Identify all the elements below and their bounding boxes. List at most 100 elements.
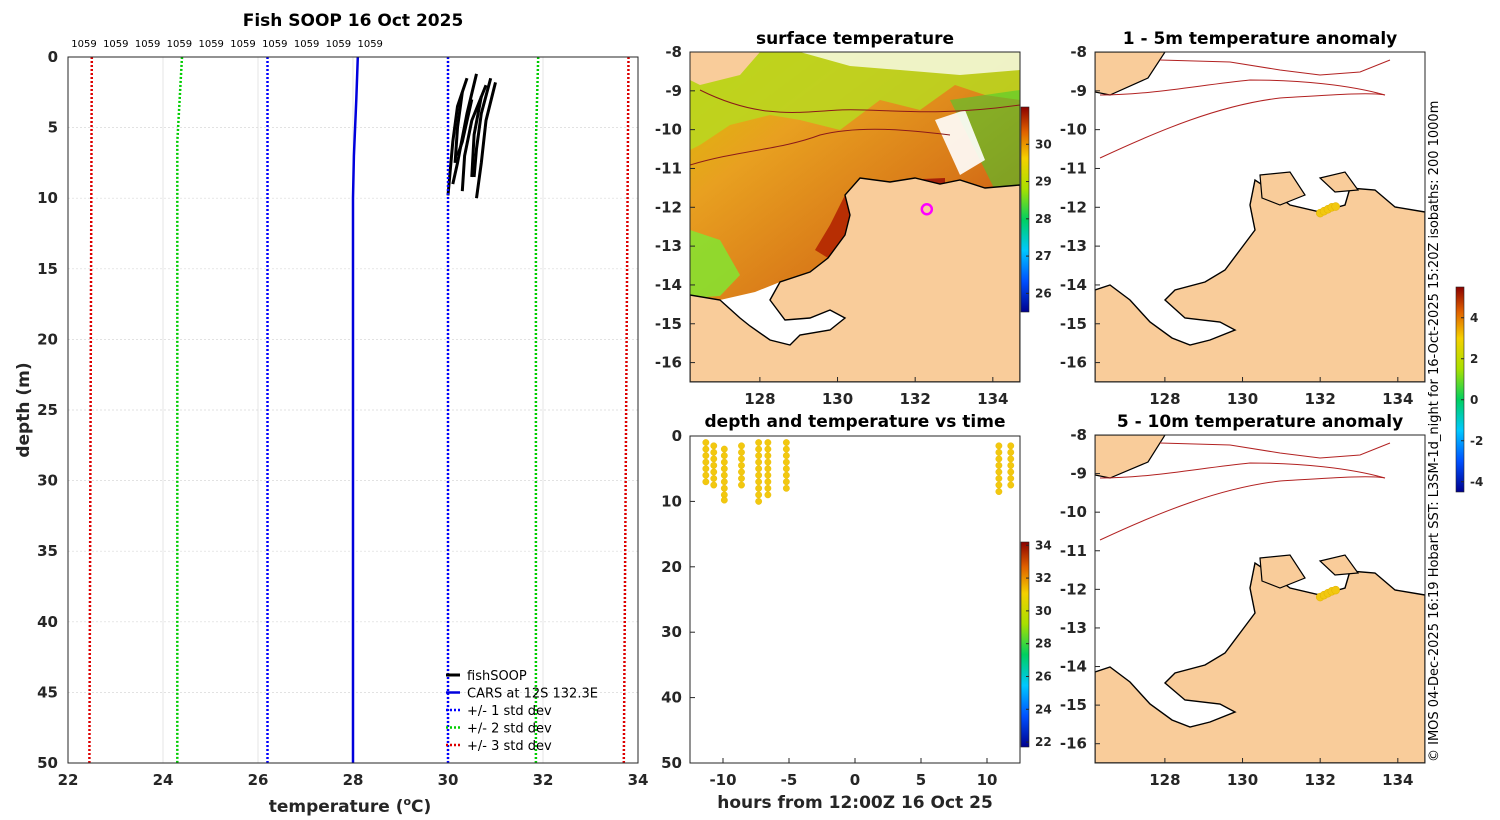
dt-point <box>995 481 1003 489</box>
dt-x-label: hours from 12:00Z 16 Oct 25 <box>717 793 993 813</box>
dt-point <box>720 458 728 466</box>
dt-point <box>738 475 745 482</box>
map-y-tick: -8 <box>665 43 682 61</box>
map-y-tick: -8 <box>1070 426 1087 444</box>
map-x-tick: 128 <box>744 390 775 408</box>
sst-land-australia <box>690 177 1020 382</box>
dt-x-tick: 10 <box>977 771 998 789</box>
profile-x-tick: 24 <box>153 771 174 789</box>
dt-point <box>1007 475 1015 482</box>
depth-count-label: 1059 <box>198 39 223 50</box>
anomaly-colorbar-ticks: -4 -2 0 2 4 <box>1461 311 1483 489</box>
profile-y-ticks: 0 5 10 15 20 25 30 35 40 45 50 <box>37 48 58 772</box>
profile-x-tick: 26 <box>248 771 269 789</box>
colorbar-tick-label: -2 <box>1470 434 1483 448</box>
map-x-tick: 134 <box>977 390 1008 408</box>
dt-point <box>710 481 718 489</box>
dt-point <box>702 465 710 473</box>
sst-ticks: -8 -9 -10 -11 -12 -13 -14 -15 -16 128 130 132 134 <box>655 43 1009 408</box>
fishsoop-profile-line <box>475 82 497 199</box>
profile-x-tick: 34 <box>628 771 649 789</box>
map-x-tick: 130 <box>822 390 853 408</box>
map-x-tick: 128 <box>1149 390 1180 408</box>
dt-point <box>764 478 772 486</box>
dt-point <box>755 458 763 466</box>
profile-x-ticks: 22 24 26 28 30 32 34 <box>58 771 649 789</box>
dt-point <box>755 452 763 460</box>
depth-count-label: 1059 <box>71 39 96 50</box>
map-y-tick: -11 <box>655 159 682 177</box>
dt-point <box>710 455 718 463</box>
profile-axes-box <box>67 56 639 764</box>
depth-count-label: 1059 <box>294 39 319 50</box>
sst-colorbar-ticks: 26 27 28 29 30 <box>1026 137 1052 300</box>
map-y-tick: -10 <box>1060 121 1087 139</box>
dt-point <box>720 445 728 453</box>
dt-point <box>755 484 763 492</box>
anom1-ticks: -8 -9 -10 -11 -12 -13 -14 -15 -16 128 130 132 134 <box>1060 43 1414 408</box>
dt-point <box>720 496 728 504</box>
dt-point <box>764 439 772 446</box>
depth-count-label: 1059 <box>357 39 382 50</box>
sst-title: surface temperature <box>756 29 954 49</box>
dt-point <box>720 465 728 473</box>
dt-point <box>738 468 745 476</box>
depth-count-label: 1059 <box>103 39 128 50</box>
anom2-land-island <box>1259 554 1306 589</box>
legend-label: CARS at 12S 132.3E <box>467 687 598 702</box>
dt-point <box>738 462 745 469</box>
profile-x-tick: 32 <box>533 771 554 789</box>
anomaly-map-5-10m: 5 - 10m temperature anomaly -8 -9 -10 -11 -1… <box>1060 286 1483 789</box>
dt-y-tick: 0 <box>672 427 682 445</box>
profile-x-tick: 28 <box>343 771 364 789</box>
dt-point <box>702 458 710 466</box>
fishsoop-profile-line <box>453 92 464 164</box>
anom1-axes-box <box>1094 51 1426 383</box>
vessel-position-marker <box>920 202 934 216</box>
dt-point <box>995 442 1003 450</box>
anom1-track <box>1315 202 1340 218</box>
dt-point <box>764 452 772 460</box>
dt-x-tick: 5 <box>916 771 926 789</box>
map-y-tick: -13 <box>655 237 682 255</box>
map-y-tick: -12 <box>1060 198 1087 216</box>
map-x-tick: 132 <box>1305 771 1336 789</box>
dt-point <box>764 484 772 492</box>
dt-point <box>764 471 772 479</box>
dt-point <box>782 484 790 492</box>
dt-point <box>755 471 763 479</box>
dt-point <box>720 452 728 460</box>
profile-x-label: temperature (oC) <box>269 795 432 817</box>
dt-point <box>782 439 790 446</box>
anom2-track <box>1315 585 1340 602</box>
map-y-tick: -15 <box>1060 696 1087 714</box>
sst-isobath-200 <box>690 128 951 166</box>
profile-y-tick: 50 <box>37 754 58 772</box>
profile-y-label: depth (m) <box>14 362 34 457</box>
profile-y-tick: 20 <box>37 330 58 348</box>
map-y-tick: -14 <box>1060 658 1087 676</box>
profile-title: Fish SOOP 16 Oct 2025 <box>243 11 464 31</box>
colorbar-tick-label: 26 <box>1035 286 1052 300</box>
dt-point <box>995 455 1003 463</box>
dt-x-tick: 0 <box>850 771 860 789</box>
dt-point <box>710 468 718 476</box>
legend-label: +/- 1 std dev <box>467 704 552 719</box>
std-dev-line <box>534 56 540 763</box>
profile-x-tick: 30 <box>438 771 459 789</box>
depth-count-label: 1059 <box>326 39 351 50</box>
dt-point <box>995 488 1003 495</box>
profile-y-tick: 25 <box>37 401 58 419</box>
depth-count-label: 1059 <box>167 39 192 50</box>
dt-point <box>782 465 790 473</box>
anom1-land-island <box>1259 171 1306 206</box>
colorbar-tick-label: 24 <box>1035 702 1052 716</box>
colorbar-tick-label: 27 <box>1035 249 1052 263</box>
dt-x-tick: -5 <box>781 771 798 789</box>
map-x-tick: 132 <box>1305 390 1336 408</box>
anomaly-point <box>1331 202 1340 211</box>
map-y-tick: -12 <box>655 198 682 216</box>
fishsoop-profile-line <box>472 77 493 178</box>
map-x-tick: 134 <box>1382 771 1413 789</box>
dt-y-tick: 20 <box>661 558 682 576</box>
